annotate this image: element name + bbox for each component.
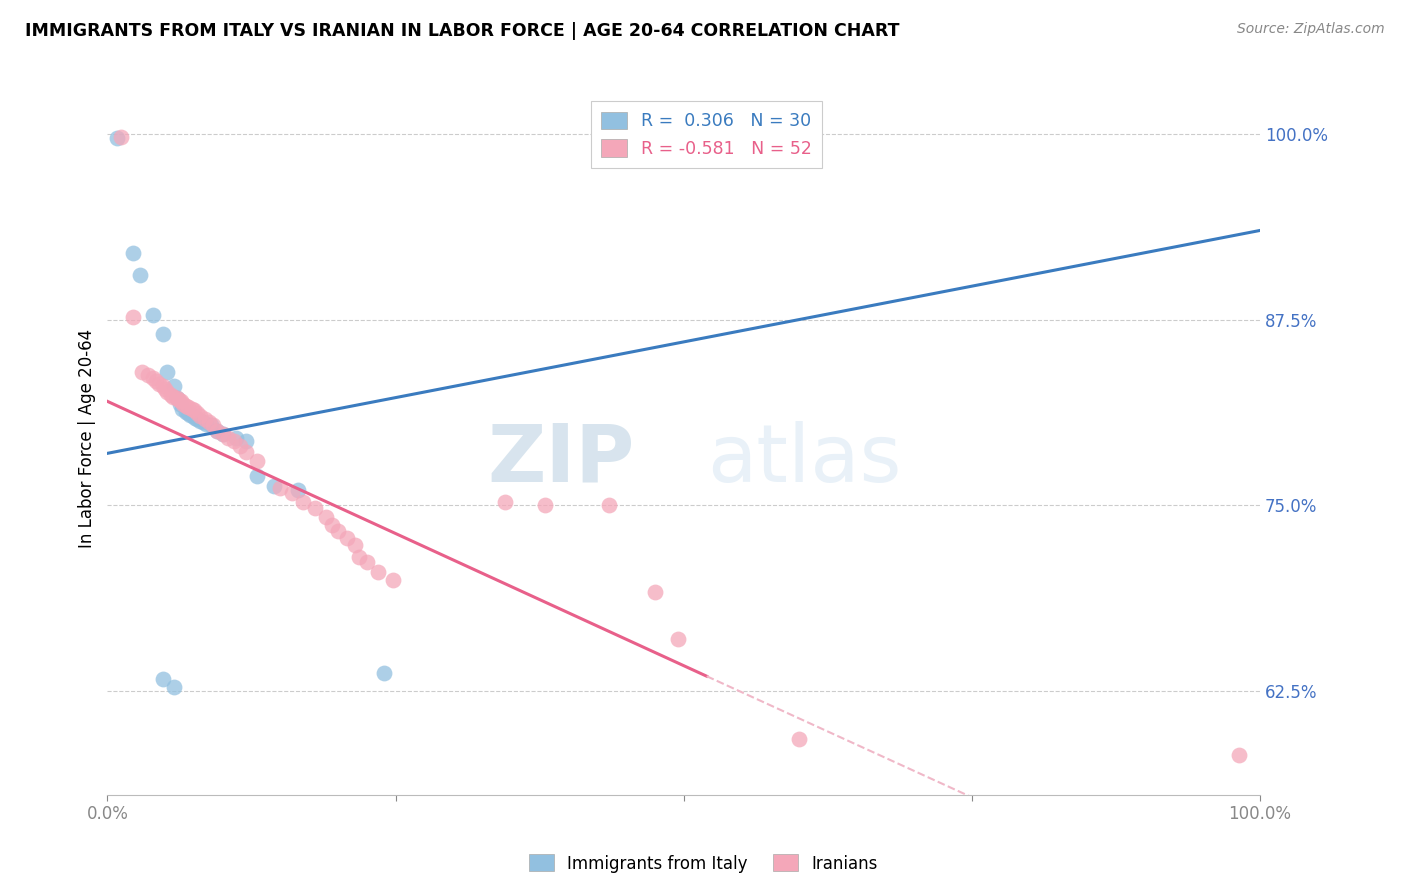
Point	[172, 397, 194, 411]
Point	[1227, 747, 1250, 762]
Text: ZIP: ZIP	[488, 421, 636, 499]
Point	[229, 439, 252, 453]
Point	[269, 481, 291, 495]
Point	[263, 479, 285, 493]
Point	[152, 672, 174, 686]
Point	[191, 415, 214, 429]
Point	[217, 432, 239, 446]
Point	[666, 632, 689, 646]
Point	[356, 555, 378, 569]
Point	[174, 399, 197, 413]
Point	[373, 666, 395, 681]
Text: atlas: atlas	[707, 421, 901, 499]
Point	[211, 427, 233, 442]
Point	[205, 424, 228, 438]
Point	[211, 427, 233, 442]
Point	[188, 409, 211, 424]
Point	[347, 550, 370, 565]
Point	[195, 417, 218, 431]
Point	[163, 680, 186, 694]
Legend: Immigrants from Italy, Iranians: Immigrants from Italy, Iranians	[522, 847, 884, 880]
Legend: R =  0.306   N = 30, R = -0.581   N = 52: R = 0.306 N = 30, R = -0.581 N = 52	[591, 102, 823, 169]
Point	[534, 499, 557, 513]
Point	[179, 408, 201, 422]
Point	[225, 432, 247, 446]
Point	[321, 517, 343, 532]
Point	[105, 131, 128, 145]
Point	[235, 445, 257, 459]
Point	[246, 468, 269, 483]
Point	[336, 531, 359, 545]
Point	[148, 376, 170, 391]
Point	[145, 374, 167, 388]
Point	[142, 370, 165, 384]
Point	[156, 385, 179, 400]
Point	[304, 501, 326, 516]
Point	[344, 538, 367, 552]
Point	[142, 308, 165, 322]
Point	[494, 495, 516, 509]
Point	[235, 434, 257, 449]
Point	[598, 499, 620, 513]
Point	[169, 397, 191, 411]
Point	[180, 401, 202, 416]
Point	[162, 390, 184, 404]
Point	[315, 510, 337, 524]
Point	[205, 424, 228, 438]
Point	[166, 392, 188, 406]
Point	[224, 434, 246, 449]
Text: Source: ZipAtlas.com: Source: ZipAtlas.com	[1237, 22, 1385, 37]
Point	[152, 379, 174, 393]
Point	[136, 368, 159, 382]
Point	[131, 365, 153, 379]
Point	[382, 573, 405, 587]
Point	[121, 310, 143, 324]
Point	[177, 401, 200, 415]
Point	[181, 409, 204, 424]
Point	[172, 401, 194, 416]
Text: IMMIGRANTS FROM ITALY VS IRANIAN IN LABOR FORCE | AGE 20-64 CORRELATION CHART: IMMIGRANTS FROM ITALY VS IRANIAN IN LABO…	[25, 22, 900, 40]
Point	[326, 524, 349, 538]
Point	[159, 388, 181, 402]
Point	[174, 405, 197, 419]
Point	[367, 565, 389, 579]
Point	[156, 365, 179, 379]
Point	[194, 412, 217, 426]
Point	[202, 418, 225, 433]
Point	[188, 414, 211, 428]
Point	[198, 415, 221, 429]
Point	[163, 379, 186, 393]
Point	[292, 495, 315, 509]
Point	[167, 392, 190, 407]
Point	[152, 327, 174, 342]
Point	[128, 268, 150, 282]
Point	[177, 406, 200, 420]
Point	[110, 129, 132, 144]
Point	[787, 731, 810, 746]
Point	[186, 412, 208, 426]
Point	[153, 383, 176, 397]
Point	[121, 245, 143, 260]
Point	[281, 486, 304, 500]
Point	[184, 410, 207, 425]
Point	[186, 406, 208, 420]
Point	[200, 418, 222, 433]
Point	[183, 403, 205, 417]
Point	[166, 392, 188, 406]
Y-axis label: In Labor Force | Age 20-64: In Labor Force | Age 20-64	[79, 329, 96, 548]
Point	[170, 394, 193, 409]
Point	[287, 483, 309, 498]
Point	[644, 584, 666, 599]
Point	[246, 454, 269, 468]
